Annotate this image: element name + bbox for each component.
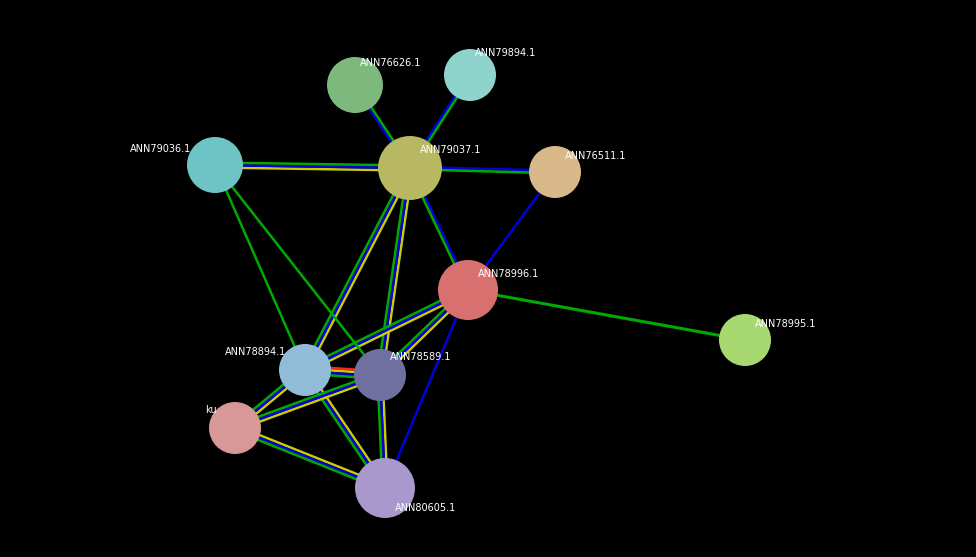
Circle shape	[438, 260, 498, 320]
Text: ANN79037.1: ANN79037.1	[420, 145, 481, 155]
Text: ANN78996.1: ANN78996.1	[478, 269, 540, 279]
Circle shape	[327, 57, 383, 113]
Circle shape	[279, 344, 331, 396]
Circle shape	[719, 314, 771, 366]
Circle shape	[187, 137, 243, 193]
Circle shape	[529, 146, 581, 198]
Circle shape	[354, 349, 406, 401]
Text: ANN78894.1: ANN78894.1	[225, 347, 286, 357]
Circle shape	[209, 402, 261, 454]
Text: ANN79894.1: ANN79894.1	[475, 48, 536, 58]
Text: ANN76626.1: ANN76626.1	[360, 58, 422, 68]
Text: ANN80605.1: ANN80605.1	[395, 503, 456, 513]
Text: ANN79036.1: ANN79036.1	[130, 144, 191, 154]
Text: ANN78589.1: ANN78589.1	[390, 352, 451, 362]
Circle shape	[378, 136, 442, 200]
Text: ku: ku	[205, 405, 217, 415]
Text: ANN78995.1: ANN78995.1	[755, 319, 816, 329]
Circle shape	[355, 458, 415, 518]
Text: ANN76511.1: ANN76511.1	[565, 151, 627, 161]
Circle shape	[444, 49, 496, 101]
